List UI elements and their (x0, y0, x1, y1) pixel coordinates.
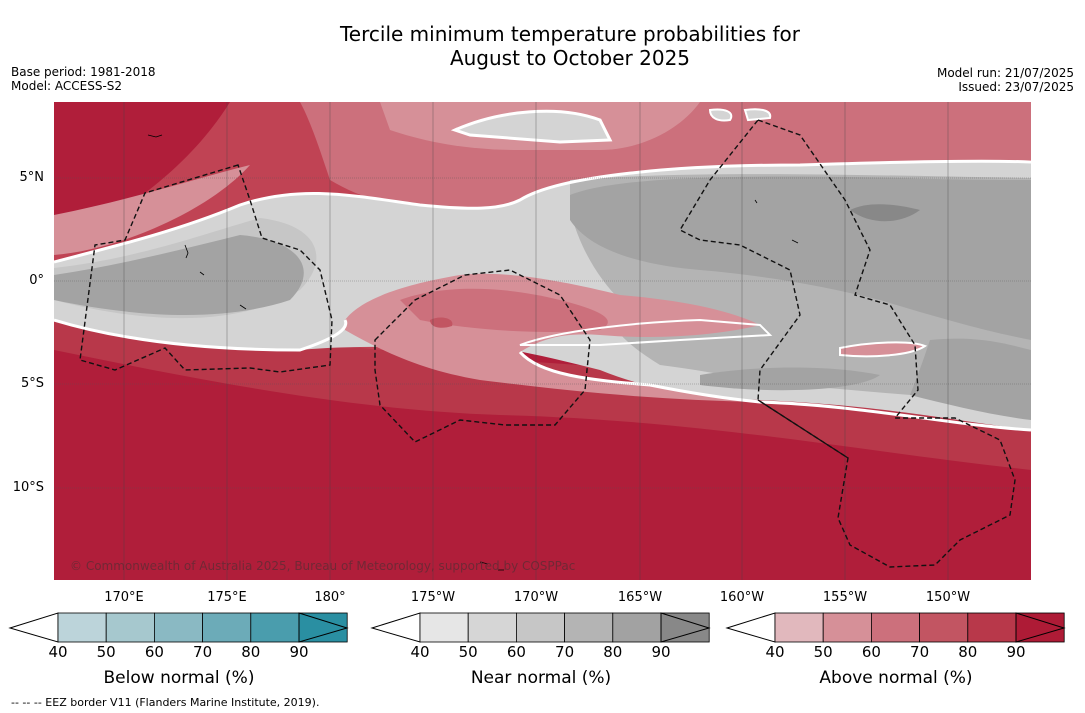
colorbar-tick: 40 (410, 643, 430, 661)
colorbar-tick: 80 (958, 643, 978, 661)
colorbar-tick: 50 (458, 643, 478, 661)
colorbar-tick: 60 (506, 643, 526, 661)
colorbar-segment (822, 612, 872, 643)
lon-label-150w: 150°W (925, 590, 971, 605)
colorbar-segment (202, 612, 252, 643)
colorbar-above (725, 612, 1066, 643)
colorbar-segment (153, 612, 203, 643)
colorbar-tick: 90 (289, 643, 309, 661)
lon-label-175w: 175°W (410, 590, 456, 605)
lat-label-10s: 10°S (12, 480, 44, 495)
lon-label-170w: 170°W (513, 590, 559, 605)
base-period: Base period: 1981-2018 (11, 65, 156, 79)
graticule (54, 177, 1031, 489)
issued-date: Issued: 23/07/2025 (958, 80, 1074, 94)
contour-north (54, 159, 1031, 264)
colorbar-tick: 60 (144, 643, 164, 661)
map-title: Tercile minimum temperature probabilitie… (0, 22, 1085, 70)
colorbar-tick: 40 (765, 643, 785, 661)
colorbar-segment (967, 612, 1017, 643)
eez-footnote: -- -- -- EEZ border V11 (Flanders Marine… (11, 696, 320, 709)
title-line-2: August to October 2025 (449, 46, 691, 70)
colorbar-segment (774, 612, 824, 643)
lon-label-170e: 170°E (104, 590, 144, 605)
title-line-1: Tercile minimum temperature probabilitie… (339, 22, 801, 46)
lon-label-155w: 155°W (822, 590, 868, 605)
colorbar-segment (612, 612, 662, 643)
colorbar-title-above: Above normal (%) (819, 668, 973, 688)
colorbar-title-below: Below normal (%) (103, 668, 255, 688)
eez-borders (79, 119, 1016, 568)
lon-label-175e: 175°E (207, 590, 247, 605)
colorbar-tick: 80 (603, 643, 623, 661)
colorbar-segment (919, 612, 969, 643)
lat-label-5n: 5°N (19, 170, 45, 185)
lat-label-0: 0° (29, 273, 44, 288)
meta-left: Base period: 1981-2018 Model: ACCESS-S2 (11, 65, 156, 93)
model-name: Model: ACCESS-S2 (11, 79, 123, 93)
colorbar-segment (564, 612, 614, 643)
colorbar-segment (419, 612, 469, 643)
colorbar-tick: 80 (241, 643, 261, 661)
lon-label-160w: 160°W (719, 590, 765, 605)
model-run: Model run: 21/07/2025 (936, 66, 1074, 80)
near-80-west (54, 235, 304, 315)
lon-label-180: 180° (314, 590, 346, 605)
colorbar-tick: 70 (193, 643, 213, 661)
colorbar-tick: 90 (1006, 643, 1026, 661)
colorbar-segment (57, 612, 107, 643)
colorbar-title-near: Near normal (%) (470, 668, 612, 688)
colorbar-segment (105, 612, 155, 643)
colorbar-tick: 60 (861, 643, 881, 661)
colorbar-segment (516, 612, 566, 643)
colorbar-tick: 50 (96, 643, 116, 661)
colorbar-below (8, 612, 349, 643)
colorbar-tick: 70 (555, 643, 575, 661)
islands (147, 134, 799, 571)
above-50-west (54, 165, 250, 255)
colorbar-segment (250, 612, 300, 643)
colorbar-tick: 90 (651, 643, 671, 661)
lat-label-5s: 5°S (20, 376, 44, 391)
meta-right: Model run: 21/07/2025 Issued: 23/07/2025 (937, 66, 1074, 94)
colorbar-tick: 50 (813, 643, 833, 661)
colorbar-segment (871, 612, 921, 643)
contour-west (54, 318, 348, 352)
lon-label-165w: 165°W (617, 590, 663, 605)
colorbar-tick: 40 (48, 643, 68, 661)
near-80-east (570, 176, 1031, 340)
contour-south (518, 350, 1031, 432)
colorbar-near (370, 612, 711, 643)
colorbar-segment (467, 612, 517, 643)
copyright-note: © Commonwealth of Australia 2025, Bureau… (70, 559, 576, 573)
colorbar-tick: 70 (910, 643, 930, 661)
